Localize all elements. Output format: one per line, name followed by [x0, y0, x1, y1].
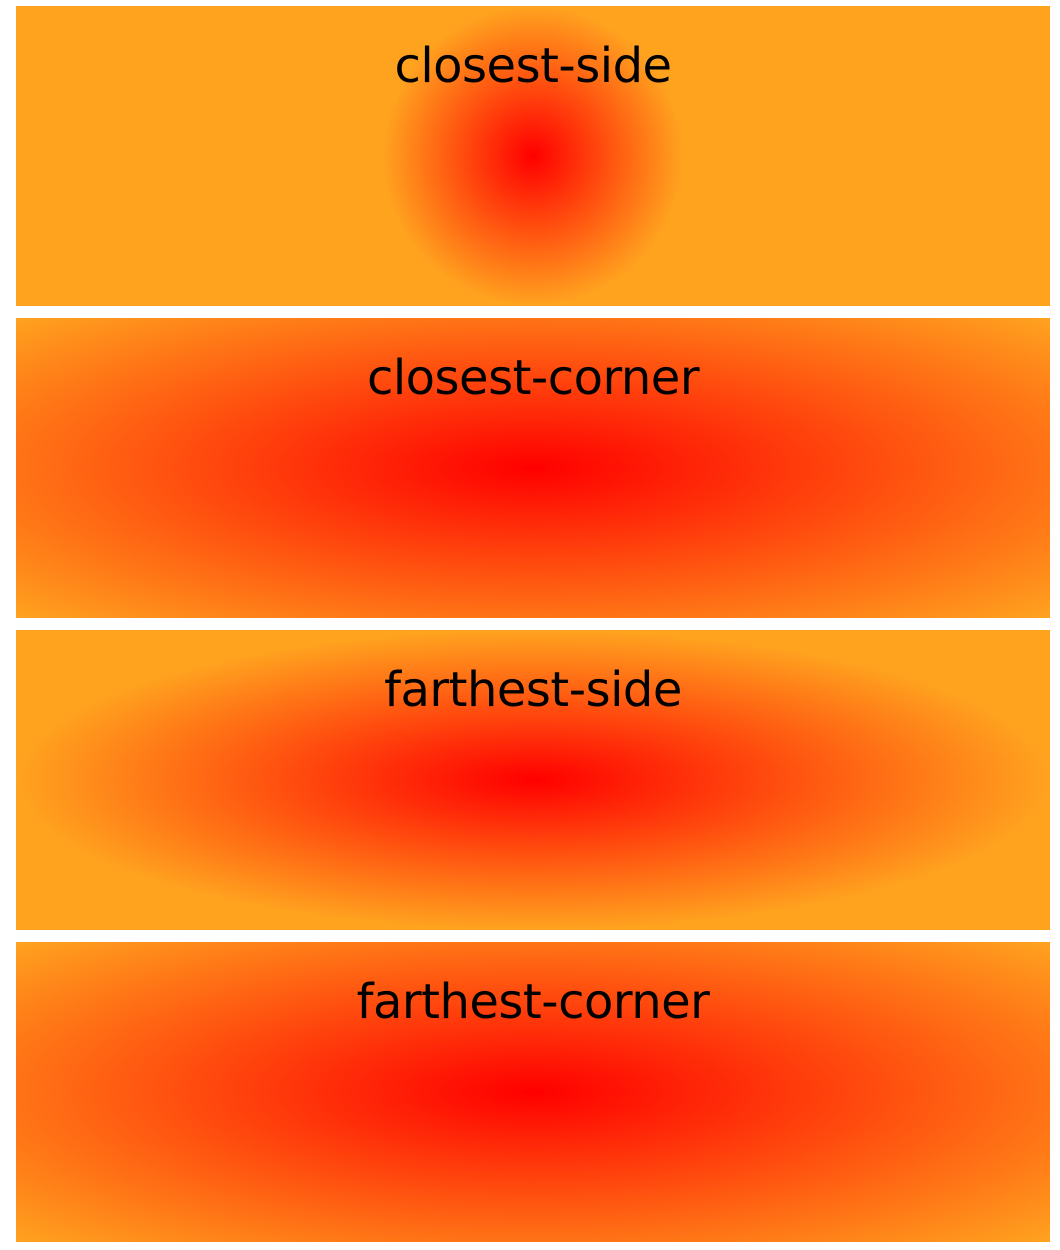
panel-label-farthest-corner: farthest-corner	[356, 974, 710, 1030]
panel-label-closest-side: closest-side	[394, 38, 672, 94]
panel-label-farthest-side: farthest-side	[384, 662, 682, 718]
panel-farthest-corner: farthest-corner	[16, 942, 1050, 1242]
panel-farthest-side: farthest-side	[16, 630, 1050, 930]
panel-closest-corner: closest-corner	[16, 318, 1050, 618]
panel-closest-side: closest-side	[16, 6, 1050, 306]
panel-label-closest-corner: closest-corner	[366, 350, 700, 406]
gradient-panels: closest-side closest-corner farthest-sid…	[16, 6, 1050, 1242]
